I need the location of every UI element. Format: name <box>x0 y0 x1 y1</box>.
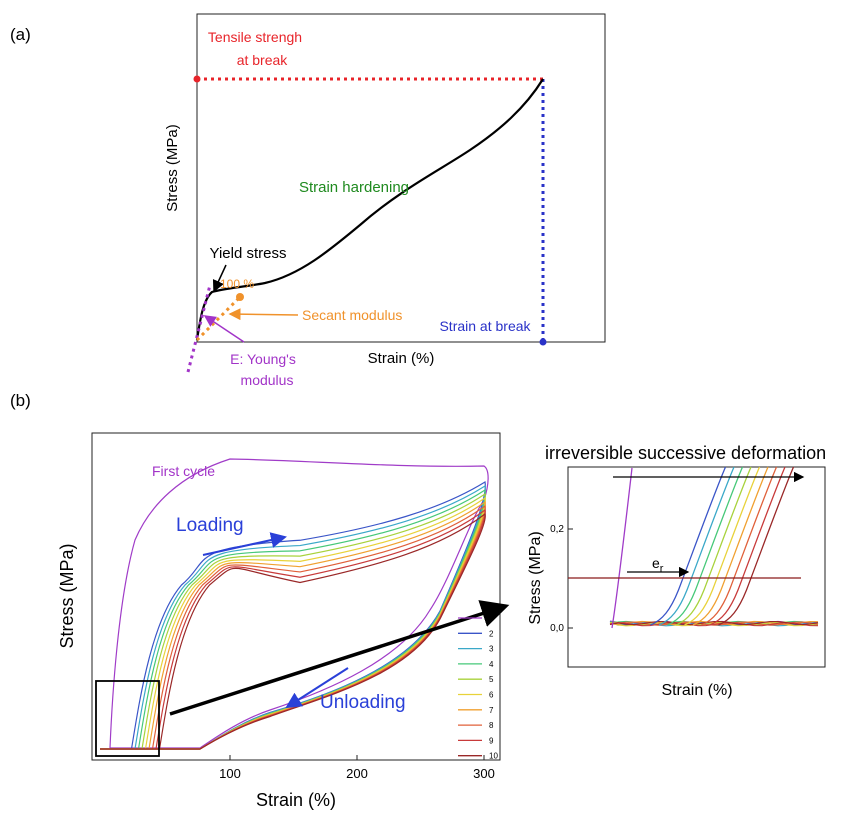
yield-stress-label: Yield stress <box>210 245 287 262</box>
legend-label-8: 8 <box>489 721 494 730</box>
panel-a-frame <box>196 13 606 343</box>
cycle-4-curve <box>100 489 486 750</box>
inset-rise-1 <box>611 467 633 629</box>
tensile-strength-marker <box>193 75 201 83</box>
secant-100pct-marker <box>236 293 244 301</box>
inset-frame <box>567 466 826 668</box>
panel-a-label: (a) <box>10 25 31 44</box>
legend-label-7: 7 <box>489 706 494 715</box>
youngs-label-2: modulus <box>241 372 294 388</box>
zoom-box <box>95 680 160 757</box>
inset-rise-7 <box>692 466 769 626</box>
pct100-label: 100 % <box>220 277 254 291</box>
inset-baseline-10 <box>609 620 819 626</box>
strain-at-break-label: Strain at break <box>439 318 531 334</box>
inset-rise-10 <box>718 466 795 626</box>
panel-b-xtick-label-300: 300 <box>473 766 495 781</box>
first-cycle-label: First cycle <box>152 463 215 479</box>
tensile-label-1: Tensile strengh <box>208 29 302 45</box>
inset-rise-2 <box>650 466 727 626</box>
legend-label-4: 4 <box>489 660 494 669</box>
youngs-label-1: E: Young's <box>230 351 296 367</box>
inset-rise-6 <box>684 466 761 626</box>
tensile-label-2: at break <box>237 52 289 68</box>
cycle-8-curve <box>100 505 486 750</box>
secant-modulus-arrow <box>228 308 299 321</box>
panel-b-ylabel: Stress (MPa) <box>57 543 77 648</box>
inset-rise-8 <box>701 466 778 626</box>
cycle-6-curve <box>100 497 486 750</box>
panel-b-xtick-label-100: 100 <box>219 766 241 781</box>
cycle-3-curve <box>100 485 486 750</box>
unloading-label: Unloading <box>320 692 406 713</box>
yield-stress-arrow <box>212 264 227 293</box>
secant-modulus-label: Secant modulus <box>302 307 402 323</box>
er-label: er <box>652 555 664 575</box>
panel-b-xlabel: Strain (%) <box>256 790 336 810</box>
stress-strain-curve <box>195 78 544 341</box>
panel-b-frame <box>91 432 501 761</box>
loading-arrow <box>202 532 287 556</box>
legend-label-2: 2 <box>489 629 494 638</box>
legend-label-1: 1 <box>489 614 494 623</box>
inset-ytick-label-02: 0,2 <box>550 524 564 535</box>
strain-at-break-marker <box>539 338 547 346</box>
inset-rise-4 <box>667 466 744 626</box>
strain-hardening-label: Strain hardening <box>299 179 409 196</box>
youngs-modulus-arrow <box>203 315 245 343</box>
legend-label-3: 3 <box>489 645 494 654</box>
cycle-legend: 1 2 3 4 5 6 7 8 9 10 <box>458 614 498 761</box>
zoom-arrow <box>169 600 510 716</box>
inset-rise-3 <box>658 466 735 626</box>
panel-b-xtick-label-200: 200 <box>346 766 368 781</box>
cycle-1-curve <box>109 458 489 749</box>
cycle-7-curve <box>100 501 486 750</box>
panel-b-label: (b) <box>10 391 31 410</box>
unloading-arrow <box>285 667 349 709</box>
panel-a-ylabel: Stress (MPa) <box>164 124 181 212</box>
youngs-modulus-line <box>186 284 212 373</box>
inset-ylabel: Stress (MPa) <box>527 531 544 624</box>
legend-label-6: 6 <box>489 691 494 700</box>
loading-label: Loading <box>176 515 244 536</box>
inset-rise-5 <box>675 466 752 626</box>
inset-title: irreversible successive deformation <box>545 443 826 463</box>
inset-curves <box>609 466 819 629</box>
inset-ytick-label-00: 0,0 <box>550 623 564 634</box>
panel-a-xlabel: Strain (%) <box>368 350 435 367</box>
secant-modulus-line <box>195 295 242 342</box>
legend-label-5: 5 <box>489 675 494 684</box>
legend-label-9: 9 <box>489 736 494 745</box>
inset-rise-9 <box>709 466 786 626</box>
legend-label-10: 10 <box>489 752 498 761</box>
inset-xlabel: Strain (%) <box>661 682 732 699</box>
